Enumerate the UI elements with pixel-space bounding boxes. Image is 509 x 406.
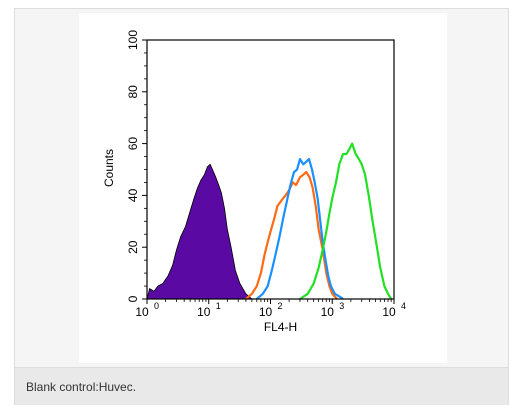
y-tick-label: 20 <box>126 240 140 254</box>
series-3-histogram <box>299 142 393 300</box>
series-2-histogram <box>256 158 344 300</box>
x-tick-label: 10 <box>135 305 149 319</box>
series-1-histogram <box>245 171 338 300</box>
figure-caption: Blank control:Huvec. <box>26 380 137 394</box>
x-tick-exponent: 0 <box>154 301 159 311</box>
x-tick-label: 10 <box>382 305 396 319</box>
x-tick-exponent: 3 <box>339 301 344 311</box>
x-tick-label: 10 <box>321 305 335 319</box>
caption-bar: Blank control:Huvec. <box>15 367 508 405</box>
x-axis-label: FL4-H <box>264 320 297 334</box>
x-tick-label: 10 <box>197 305 211 319</box>
y-tick-label: 40 <box>126 188 140 202</box>
y-tick-label: 60 <box>126 137 140 151</box>
x-tick-label: 10 <box>259 305 273 319</box>
y-tick-label: 100 <box>126 30 140 50</box>
series-0-histogram <box>146 163 253 300</box>
y-tick-label: 80 <box>126 85 140 99</box>
x-tick-exponent: 1 <box>216 301 221 311</box>
flow-cytometry-histogram: 10 0 10 1 10 2 10 3 10 4 0 20 40 60 80 100 FL4-H Counts <box>79 13 447 363</box>
figure-card: 10 0 10 1 10 2 10 3 10 4 0 20 40 60 80 100 FL4-H Counts B… <box>14 8 509 405</box>
x-tick-exponent: 4 <box>401 301 406 311</box>
y-tick-label: 0 <box>126 295 140 302</box>
figure-area: 10 0 10 1 10 2 10 3 10 4 0 20 40 60 80 100 FL4-H Counts <box>15 9 508 367</box>
y-axis-label: Counts <box>102 149 116 187</box>
x-tick-exponent: 2 <box>278 301 283 311</box>
